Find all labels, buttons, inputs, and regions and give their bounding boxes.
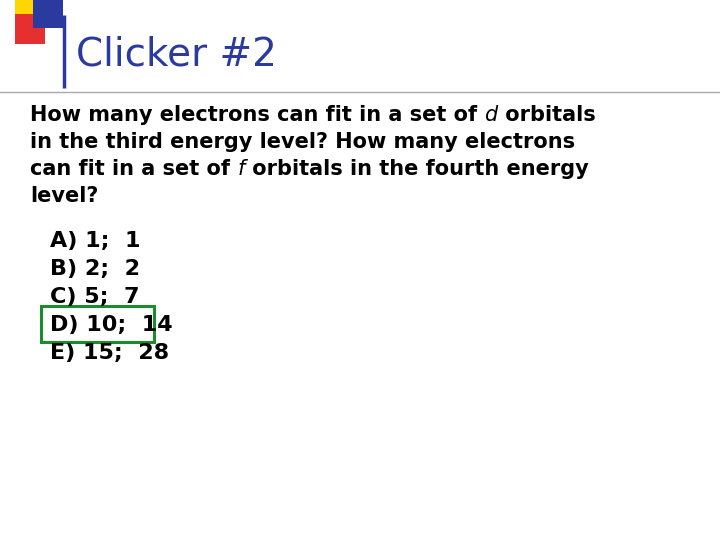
Text: d: d [485, 105, 498, 125]
Text: How many electrons can fit in a set of: How many electrons can fit in a set of [30, 105, 485, 125]
Text: orbitals in the fourth energy: orbitals in the fourth energy [245, 159, 588, 179]
Text: can fit in a set of: can fit in a set of [30, 159, 238, 179]
Text: Clicker #2: Clicker #2 [76, 36, 277, 74]
Text: A) 1;  1: A) 1; 1 [50, 231, 140, 251]
Text: C) 5;  7: C) 5; 7 [50, 287, 140, 307]
Text: f: f [238, 159, 245, 179]
Text: D) 10;  14: D) 10; 14 [50, 315, 173, 335]
Text: level?: level? [30, 186, 99, 206]
Bar [33, 0, 63, 28]
Text: E) 15;  28: E) 15; 28 [50, 343, 169, 363]
Text: in the third energy level? How many electrons: in the third energy level? How many elec… [30, 132, 575, 152]
Text: B) 2;  2: B) 2; 2 [50, 259, 140, 279]
Bar [15, 0, 55, 22]
Bar [15, 14, 45, 44]
Text: orbitals: orbitals [498, 105, 595, 125]
